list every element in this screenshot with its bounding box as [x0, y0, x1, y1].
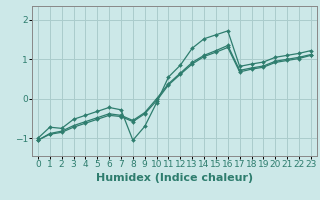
X-axis label: Humidex (Indice chaleur): Humidex (Indice chaleur)	[96, 173, 253, 183]
